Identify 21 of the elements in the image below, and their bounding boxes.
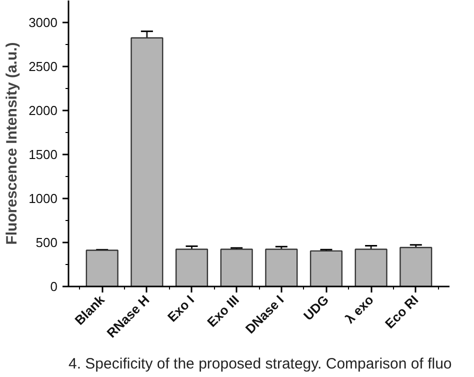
y-tick-label: 1000 bbox=[28, 191, 58, 206]
x-tick-label: Exo III bbox=[204, 292, 242, 330]
bar bbox=[175, 248, 208, 286]
bar bbox=[310, 250, 343, 286]
y-tick-label: 500 bbox=[36, 235, 58, 250]
y-axis-title: Fluorescence Intensity (a.u.) bbox=[4, 42, 21, 245]
y-tick-label: 0 bbox=[50, 279, 58, 294]
bar bbox=[86, 250, 118, 286]
y-tick-label: 3000 bbox=[28, 15, 58, 30]
y-tick-label: 1500 bbox=[28, 147, 58, 162]
bar bbox=[265, 248, 298, 286]
y-tick-label: 2000 bbox=[28, 103, 58, 118]
bar bbox=[130, 37, 164, 286]
bar bbox=[354, 248, 388, 286]
bar bbox=[220, 248, 253, 286]
y-tick-label: 2500 bbox=[28, 59, 58, 74]
x-tick-label: λ exo bbox=[342, 292, 376, 326]
x-tick-label: Exo I bbox=[164, 292, 198, 325]
x-tick-label: Eco RI bbox=[382, 292, 422, 332]
text: 4. Specificity of the proposed strategy. Comparison of fluo bbox=[68, 356, 452, 372]
bar bbox=[400, 246, 432, 286]
